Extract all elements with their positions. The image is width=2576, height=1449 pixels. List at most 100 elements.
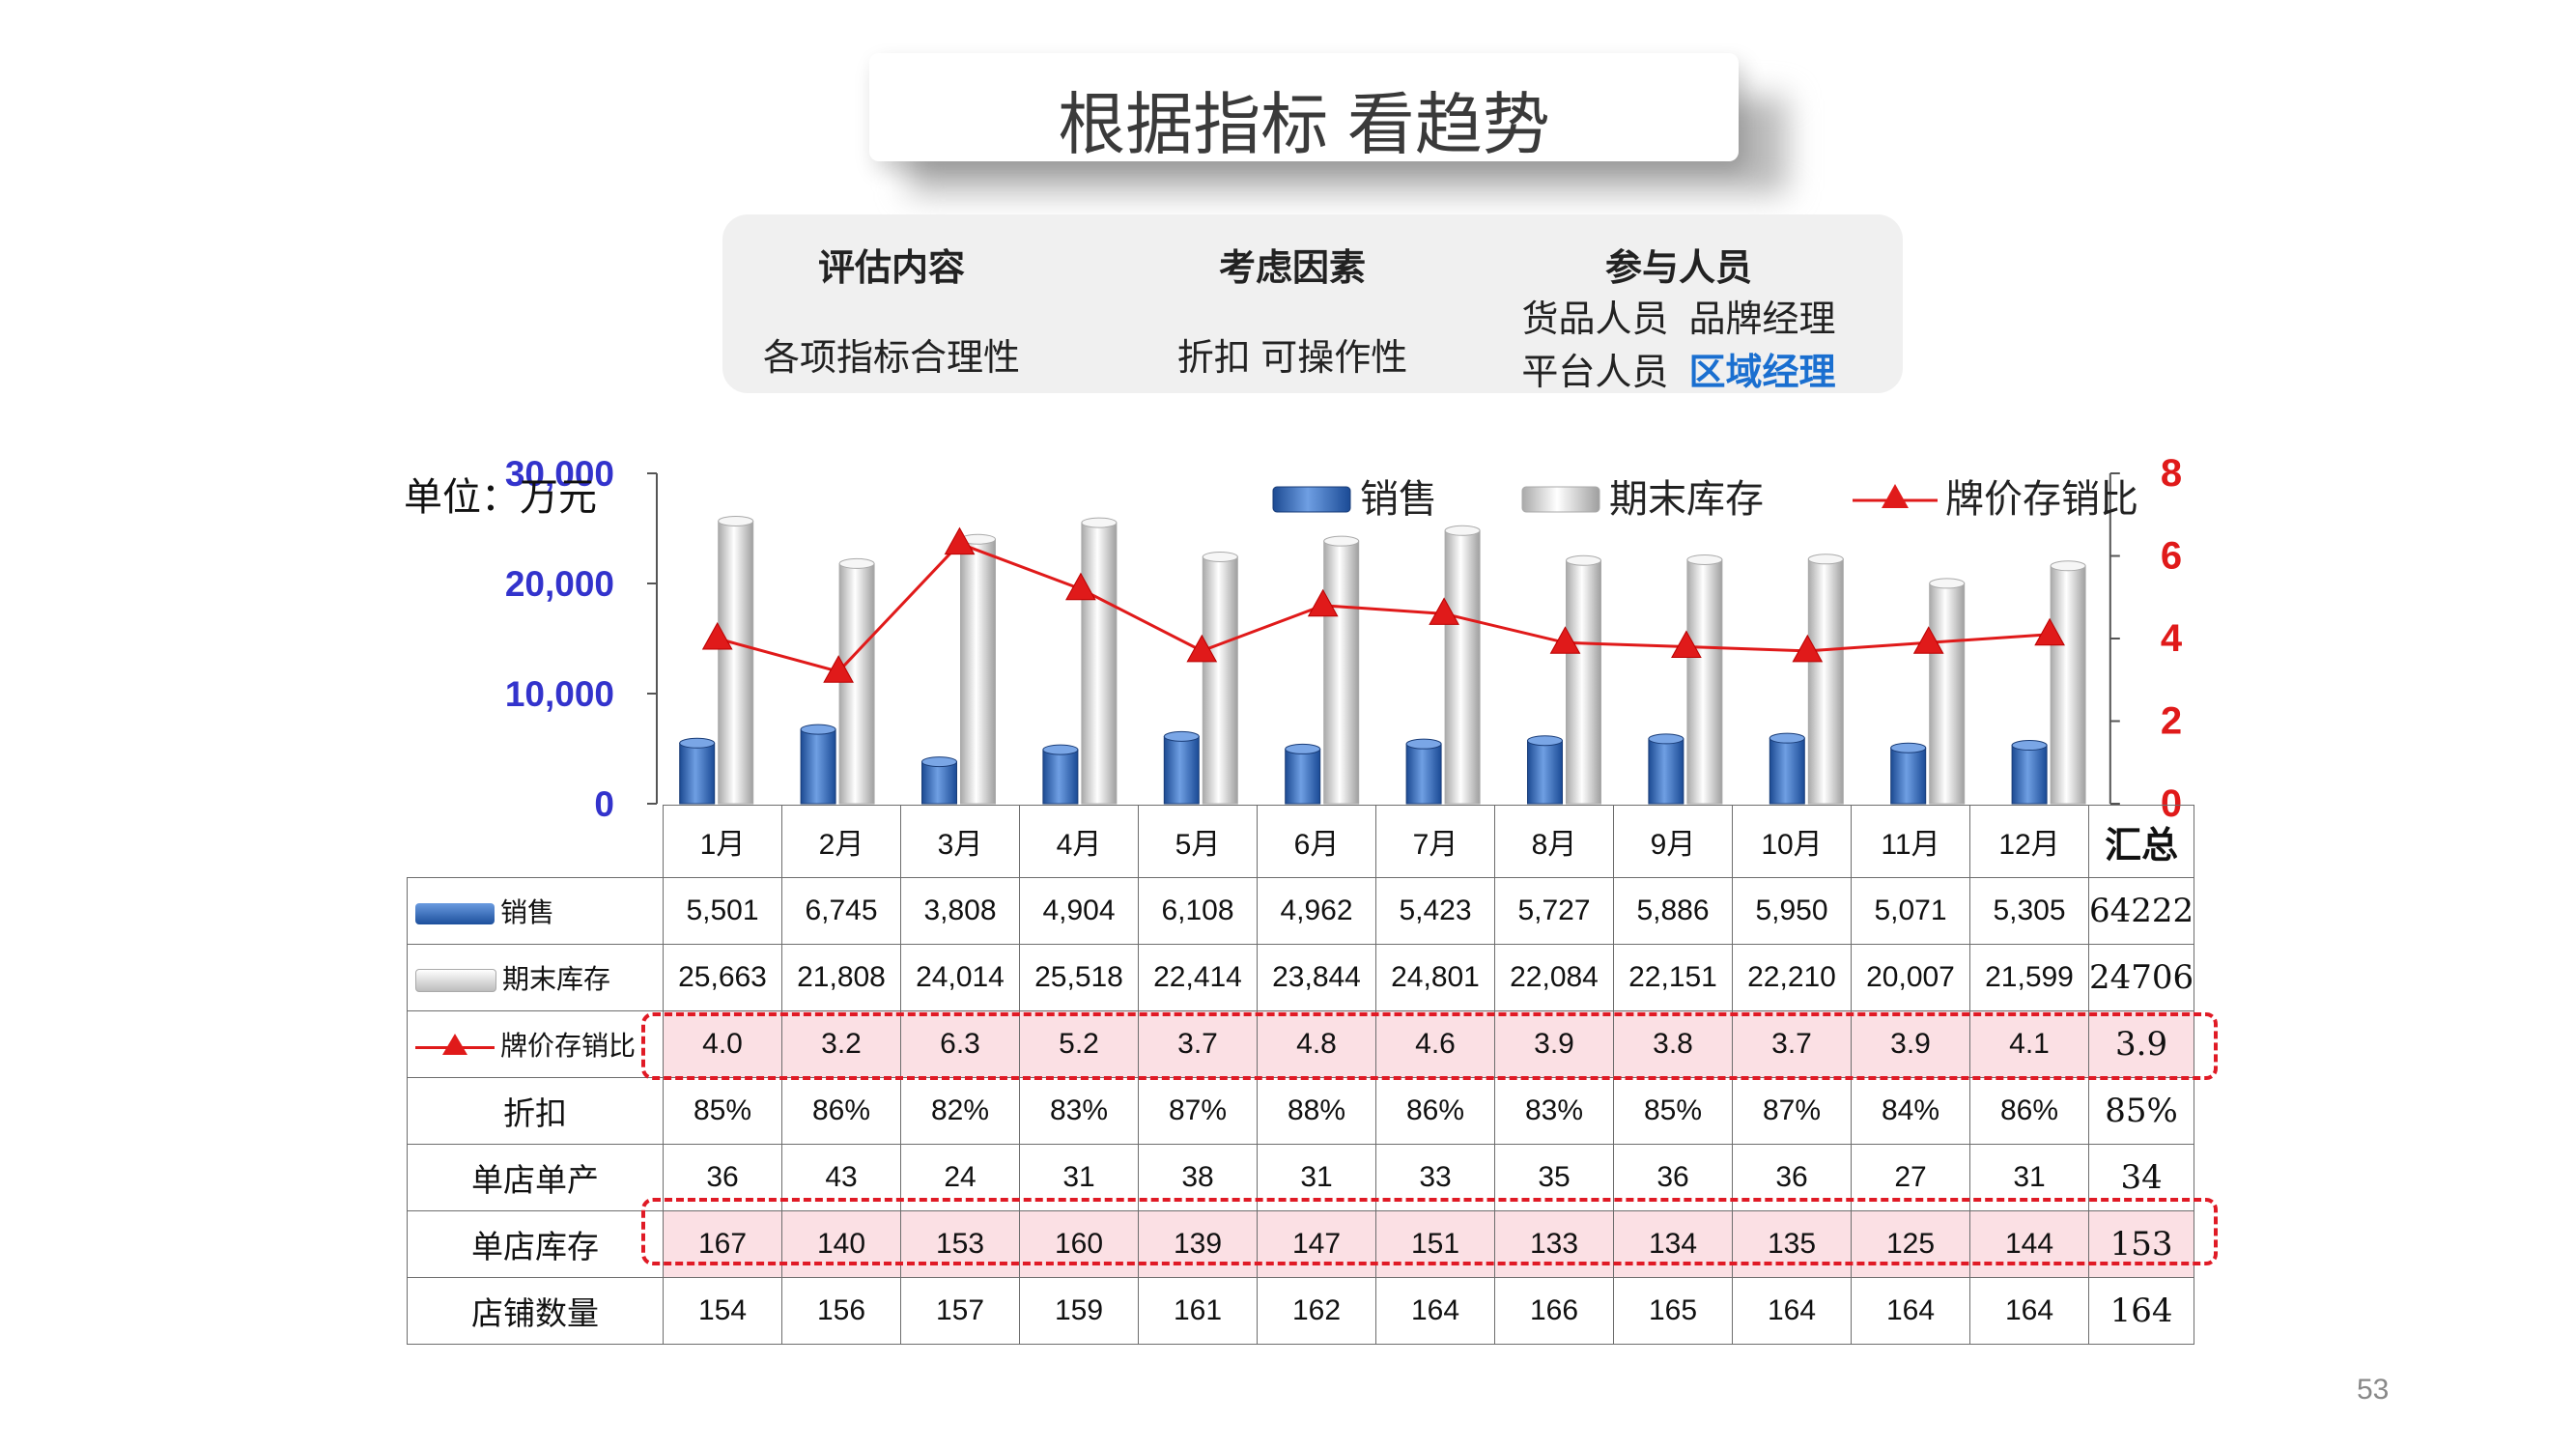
table-cell: 5,950 [1732, 877, 1852, 945]
month-header: 6月 [1257, 805, 1376, 878]
stock-bar-cap [1686, 554, 1723, 565]
stock-bar-cap [2050, 560, 2086, 572]
ratio-point [944, 526, 976, 555]
table-cell: 156 [781, 1277, 901, 1345]
stock-bar-cap [1081, 517, 1118, 528]
stock-bar [838, 562, 875, 805]
sales-bar-cap [679, 737, 716, 749]
info-people-highlight: 区域经理 [1688, 353, 1836, 393]
right-axis-tick-label: 2 [2161, 700, 2182, 743]
sales-bar-cap [1163, 730, 1200, 742]
sales-bar [1648, 738, 1684, 805]
stock-swatch-icon [415, 969, 496, 993]
stock-bar [1807, 558, 1844, 805]
table-cell: 3.8 [1613, 1010, 1733, 1078]
highlight-ratio-row [641, 1012, 2218, 1080]
stock-bar-cap [1323, 535, 1360, 547]
sales-bar-cap [1527, 735, 1563, 747]
table-cell: 84% [1851, 1077, 1970, 1145]
total-cell: 3.9 [2087, 1010, 2195, 1078]
table-cell: 82% [900, 1077, 1020, 1145]
row-label: 期末库存 [407, 944, 664, 1011]
table-cell: 147 [1257, 1210, 1376, 1278]
table-cell: 85% [1613, 1077, 1733, 1145]
table-cell: 164 [1851, 1277, 1970, 1345]
left-axis-tick-label: 10,000 [505, 674, 614, 714]
month-header: 9月 [1613, 805, 1733, 878]
table-cell: 23,844 [1257, 944, 1376, 1011]
stock-bar [718, 520, 754, 805]
stock-bar-cap [1444, 525, 1481, 536]
table-row: 牌价存销比 4.0 3.2 6.3 5.2 3.7 4.8 4.6 3.9 3.8 3.7 3.9 4.… [407, 1010, 2195, 1078]
data-table: 1月 2月 3月 4月 5月 6月 7月 8月 9月 10月 11月 12月 汇总 销售 5,501 6,74… [407, 805, 2195, 1345]
sales-bar [2011, 745, 2048, 805]
table-cell: 87% [1138, 1077, 1258, 1145]
legend-ratio-marker [1882, 484, 1909, 508]
total-cell: 85% [2087, 1077, 2195, 1145]
ratio-point [1912, 626, 1944, 654]
table-cell: 87% [1732, 1077, 1852, 1145]
sales-bar [1163, 735, 1200, 805]
table-cell: 4.6 [1375, 1010, 1495, 1078]
page-title: 根据指标 看趋势 [1058, 87, 1550, 162]
legend-sales-swatch [1272, 486, 1351, 513]
table-row: 单店库存 167 140 153 160 139 147 151 133 134 135 125 144… [407, 1210, 2195, 1278]
info-body-evaluation: 各项指标合理性 [762, 338, 1020, 379]
ratio-point [1671, 630, 1702, 659]
row-label-text: 牌价存销比 [500, 1031, 637, 1061]
ratio-swatch-icon [415, 1034, 495, 1058]
table-cell: 83% [1019, 1077, 1139, 1145]
sales-bar-cap [1890, 742, 1927, 753]
month-header: 1月 [663, 805, 782, 878]
table-cell: 5,886 [1613, 877, 1733, 945]
info-panel: 评估内容 各项指标合理性 考虑因素 折扣 可操作性 参与人员 货品人员 品牌经理… [722, 214, 1903, 393]
table-cell: 6,745 [781, 877, 901, 945]
legend-stock-swatch [1521, 486, 1600, 513]
chart-axes [647, 472, 2120, 805]
table-cell: 24,801 [1375, 944, 1495, 1011]
page-number: 53 [2357, 1374, 2390, 1406]
stock-bar [1202, 555, 1238, 805]
row-label: 单店库存 [407, 1210, 664, 1278]
table-cell: 25,663 [663, 944, 782, 1011]
table-cell: 164 [1732, 1277, 1852, 1345]
table-cell: 5,727 [1494, 877, 1614, 945]
table-cell: 3,808 [900, 877, 1020, 945]
chart-line [701, 526, 2065, 683]
left-axis-tick-label: 20,000 [505, 564, 614, 604]
table-cell: 86% [1375, 1077, 1495, 1145]
table-cell: 22,151 [1613, 944, 1733, 1011]
table-cell: 157 [900, 1277, 1020, 1345]
left-axis-tick-label: 0 [594, 784, 614, 824]
legend-ratio-label: 牌价存销比 [1945, 477, 2138, 522]
ratio-point [823, 655, 854, 683]
row-label-text: 折扣 [503, 1095, 567, 1131]
table-cell: 86% [781, 1077, 901, 1145]
title-box: 根据指标 看趋势 [869, 53, 1739, 162]
table-cell: 166 [1494, 1277, 1614, 1345]
sales-bar-cap [921, 756, 957, 768]
info-people-line1: 货品人员 品牌经理 [1521, 299, 1836, 340]
unit-label: 单位：万元 [404, 476, 597, 519]
table-cell: 83% [1494, 1077, 1614, 1145]
month-header: 4月 [1019, 805, 1139, 878]
sales-bar [1405, 743, 1442, 805]
table-cell: 4.0 [663, 1010, 782, 1078]
sales-bar [679, 742, 716, 805]
table-cell: 22,414 [1138, 944, 1258, 1011]
info-head-people: 参与人员 [1604, 248, 1752, 289]
month-header: 12月 [1969, 805, 2089, 878]
ratio-point [1792, 634, 1824, 663]
table-cell: 4,904 [1019, 877, 1139, 945]
stock-bar-cap [838, 557, 875, 569]
row-label-text: 店铺数量 [471, 1295, 599, 1331]
stock-bar-cap [1566, 554, 1601, 566]
table-cell: 161 [1138, 1277, 1258, 1345]
right-axis-tick-label: 6 [2161, 535, 2182, 578]
table-cell: 4.1 [1969, 1010, 2089, 1078]
ratio-line [717, 541, 2051, 673]
highlight-store-stock-row [641, 1198, 2218, 1265]
total-cell: 153 [2087, 1210, 2195, 1278]
info-col-evaluation: 评估内容 各项指标合理性 [761, 238, 1022, 381]
